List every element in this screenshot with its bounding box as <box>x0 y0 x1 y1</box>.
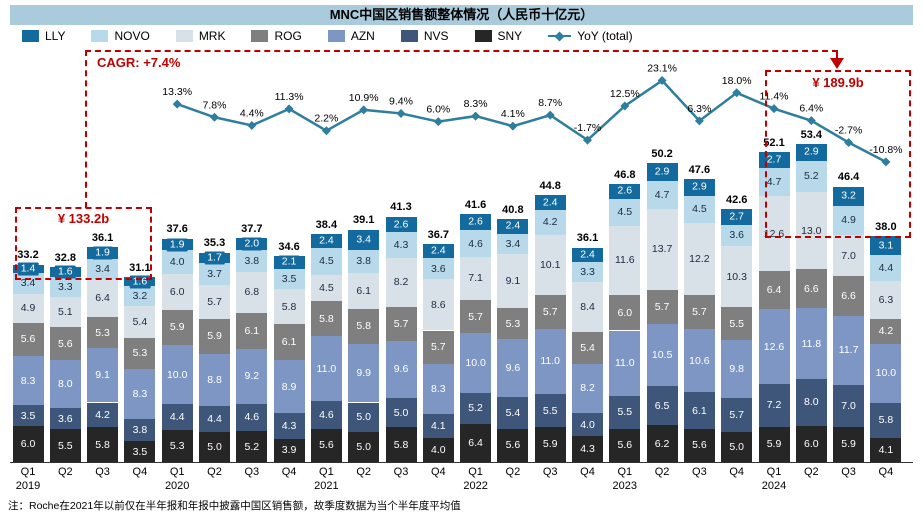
legend-swatch-icon <box>22 30 39 42</box>
yoy-value-label: 11.3% <box>275 91 304 103</box>
legend-item-yoy: YoY (total) <box>548 29 633 43</box>
legend-swatch-icon <box>175 30 193 42</box>
yoy-value-label: 9.4% <box>389 95 413 107</box>
yoy-marker-icon <box>321 126 331 136</box>
legend-label: ROG <box>274 29 302 43</box>
legend-label: MRK <box>198 29 226 43</box>
legend-item-mrk: MRK <box>175 29 226 43</box>
yoy-marker-icon <box>284 104 294 114</box>
legend-item-rog: ROG <box>251 29 302 43</box>
legend-item-nvs: NVS <box>400 29 449 43</box>
legend: LLY NOVO MRK ROG AZN NVS SNY YoY (total) <box>22 28 659 44</box>
legend-item-novo: NOVO <box>91 29 150 43</box>
yoy-value-label: -2.7% <box>835 124 862 136</box>
cagr-box-top-edge <box>85 50 838 52</box>
yoy-value-label: 4.1% <box>501 108 525 120</box>
yoy-value-label: -1.7% <box>574 122 601 134</box>
legend-item-lly: LLY <box>22 29 65 43</box>
yoy-value-label: 6.3% <box>687 103 711 115</box>
yoy-marker-icon <box>769 104 779 114</box>
yoy-marker-icon <box>210 112 219 122</box>
legend-label: NOVO <box>114 29 150 43</box>
legend-item-sny: SNY <box>474 29 523 43</box>
legend-swatch-icon <box>327 30 345 42</box>
legend-label: YoY (total) <box>577 29 633 43</box>
yoy-marker-icon <box>620 101 630 111</box>
legend-swatch-icon <box>474 30 492 42</box>
yoy-value-label: 2.2% <box>314 113 338 125</box>
yoy-value-label: 13.3% <box>162 86 192 98</box>
yoy-marker-icon <box>359 105 369 115</box>
legend-label: AZN <box>350 29 375 43</box>
cagr-annotation: CAGR: +7.4% <box>97 55 181 70</box>
yoy-marker-icon <box>247 120 257 130</box>
yoy-marker-icon <box>396 108 406 118</box>
yoy-value-label: 18.0% <box>722 75 752 87</box>
footnote: 注：Roche在2021年以前仅在半年报和年报中披露中国区销售额，故季度数据为当… <box>8 500 461 512</box>
yoy-value-label: 8.7% <box>538 97 562 109</box>
yoy-marker-icon <box>881 157 891 167</box>
annotation-box-2024 <box>765 70 911 238</box>
legend-label: LLY <box>45 29 66 43</box>
yoy-marker-icon <box>583 135 592 145</box>
yoy-marker-icon <box>657 76 667 86</box>
annotation-box-2019 <box>15 207 152 280</box>
yoy-value-label: 10.9% <box>349 92 379 104</box>
total-2024-annotation: ¥ 189.9b <box>812 75 864 90</box>
yoy-value-label: 6.4% <box>799 103 823 115</box>
chart-title: MNC中国区销售额整体情况（人民币十亿元） <box>10 5 913 25</box>
red-down-arrow-icon <box>830 58 844 69</box>
yoy-marker-icon <box>545 110 555 120</box>
yoy-marker-icon <box>732 88 742 98</box>
x-axis-line <box>10 462 913 463</box>
yoy-value-label: 23.1% <box>647 63 677 75</box>
legend-swatch-icon <box>400 30 418 42</box>
yoy-marker-icon <box>433 117 443 127</box>
yoy-value-label: 6.0% <box>426 104 450 116</box>
yoy-marker-icon <box>508 121 518 131</box>
legend-swatch-icon <box>251 30 269 42</box>
yoy-marker-icon <box>172 99 182 109</box>
yoy-marker-icon <box>471 111 481 121</box>
yoy-line-icon <box>548 31 572 41</box>
yoy-marker-icon <box>844 137 854 147</box>
yoy-polyline <box>176 78 887 164</box>
legend-label: NVS <box>423 29 449 43</box>
total-2019-annotation: ¥ 133.2b <box>57 211 110 226</box>
yoy-value-label: 8.3% <box>464 98 488 110</box>
yoy-value-label: 4.4% <box>240 107 264 119</box>
cagr-box-right-edge <box>836 50 838 59</box>
yoy-value-label: -10.8% <box>869 144 902 156</box>
yoy-marker-icon <box>806 116 816 126</box>
legend-label: SNY <box>497 29 523 43</box>
yoy-marker-icon <box>694 116 704 126</box>
yoy-value-label: 7.8% <box>203 99 227 111</box>
yoy-value-label: 12.5% <box>610 88 640 100</box>
cagr-box-left-edge <box>85 50 87 208</box>
legend-item-azn: AZN <box>327 29 375 43</box>
legend-swatch-icon <box>91 30 109 42</box>
